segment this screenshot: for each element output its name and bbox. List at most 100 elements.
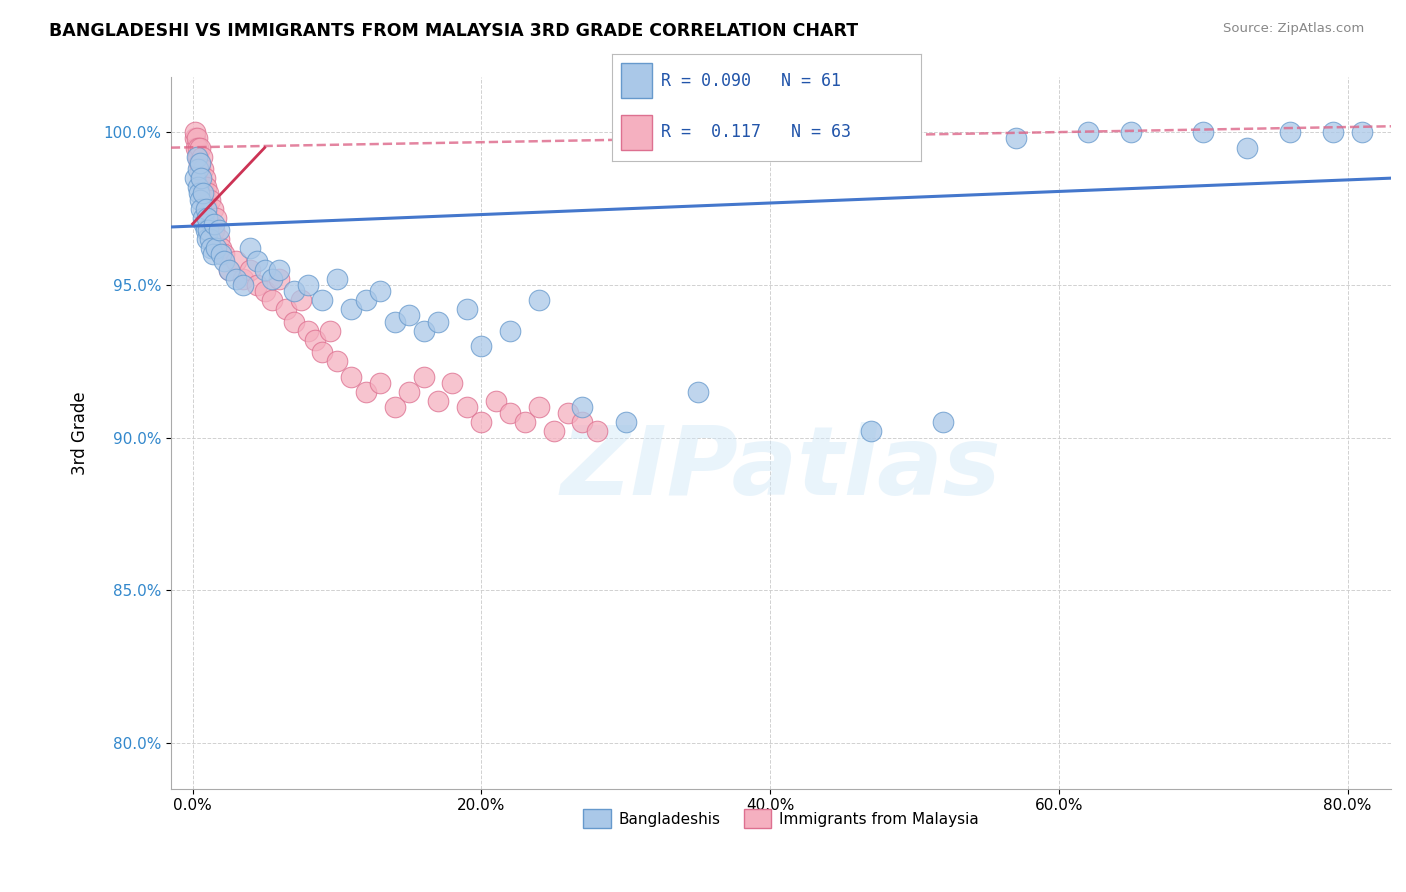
Point <box>195 202 218 216</box>
Point <box>499 324 522 338</box>
Point <box>1322 125 1344 139</box>
Point <box>195 180 218 194</box>
Point <box>195 211 218 225</box>
Point <box>527 400 550 414</box>
Point <box>204 211 226 225</box>
Point <box>239 241 262 255</box>
Text: ZIPatlas: ZIPatlas <box>561 422 1001 515</box>
Point <box>188 161 211 176</box>
Point <box>202 223 225 237</box>
Point <box>470 415 492 429</box>
Point <box>188 156 211 170</box>
Point <box>188 186 211 201</box>
Point <box>354 384 377 399</box>
Point <box>193 217 215 231</box>
Point <box>188 193 211 207</box>
Point <box>311 345 333 359</box>
Point <box>184 171 207 186</box>
Point <box>190 171 212 186</box>
Point <box>187 180 209 194</box>
Point <box>283 284 305 298</box>
Point <box>246 253 269 268</box>
Point <box>276 302 298 317</box>
Point <box>187 161 209 176</box>
Legend: Bangladeshis, Immigrants from Malaysia: Bangladeshis, Immigrants from Malaysia <box>578 804 984 834</box>
Point <box>297 277 319 292</box>
Point <box>585 425 607 439</box>
Point <box>184 141 207 155</box>
Point <box>485 393 508 408</box>
Point <box>269 262 291 277</box>
Point <box>194 202 217 216</box>
Point <box>283 315 305 329</box>
Point <box>190 171 212 186</box>
Point <box>527 293 550 308</box>
Point <box>269 272 291 286</box>
Point <box>354 293 377 308</box>
Point <box>1004 131 1026 145</box>
Point <box>297 324 319 338</box>
Point <box>191 180 214 194</box>
Point <box>183 131 205 145</box>
Point <box>218 262 240 277</box>
Point <box>1278 125 1301 139</box>
Point <box>441 376 464 390</box>
Point <box>197 223 219 237</box>
Point <box>193 161 215 176</box>
Point <box>340 369 363 384</box>
Point <box>194 193 217 207</box>
Point <box>614 415 637 429</box>
Point <box>201 202 224 216</box>
Point <box>543 425 565 439</box>
Point <box>209 241 232 255</box>
Point <box>427 393 450 408</box>
Point <box>200 217 222 231</box>
Point <box>1119 125 1142 139</box>
Point <box>193 186 215 201</box>
Point <box>198 193 221 207</box>
Point <box>188 156 211 170</box>
Point <box>201 247 224 261</box>
Point <box>194 171 217 186</box>
Point <box>1192 125 1215 139</box>
Point <box>186 131 208 145</box>
Bar <box>621 114 652 150</box>
Bar <box>621 63 652 98</box>
Point <box>214 253 236 268</box>
Point <box>304 333 326 347</box>
Point <box>499 406 522 420</box>
Point <box>384 400 406 414</box>
Point <box>191 211 214 225</box>
Point <box>232 277 254 292</box>
Point <box>207 232 229 246</box>
Point <box>202 217 225 231</box>
Point <box>398 384 420 399</box>
Point <box>412 324 434 338</box>
Point <box>184 125 207 139</box>
Point <box>571 415 593 429</box>
Point <box>368 284 391 298</box>
Point <box>290 293 312 308</box>
Point <box>860 425 883 439</box>
Point <box>470 339 492 353</box>
Point <box>190 202 212 216</box>
Point <box>1077 125 1099 139</box>
Point <box>384 315 406 329</box>
Point <box>456 302 478 317</box>
Point <box>513 415 536 429</box>
Point <box>198 232 221 246</box>
Point <box>232 272 254 286</box>
Point <box>311 293 333 308</box>
Point <box>209 247 232 261</box>
Point <box>398 309 420 323</box>
Y-axis label: 3rd Grade: 3rd Grade <box>72 392 89 475</box>
Text: Source: ZipAtlas.com: Source: ZipAtlas.com <box>1223 22 1364 36</box>
Text: BANGLADESHI VS IMMIGRANTS FROM MALAYSIA 3RD GRADE CORRELATION CHART: BANGLADESHI VS IMMIGRANTS FROM MALAYSIA … <box>49 22 858 40</box>
Point <box>260 272 283 286</box>
Point <box>186 150 208 164</box>
Point <box>557 406 579 420</box>
Point <box>187 150 209 164</box>
Point <box>239 262 262 277</box>
Point <box>190 156 212 170</box>
Point <box>571 400 593 414</box>
